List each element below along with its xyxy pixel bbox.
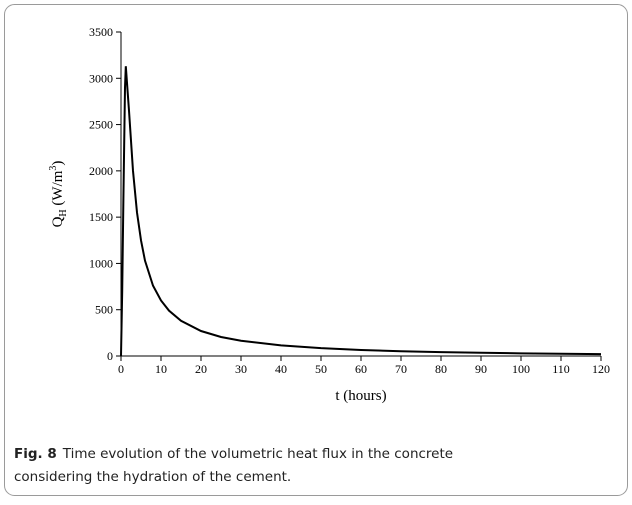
y-tick-label: 1000 <box>89 256 113 270</box>
x-tick-label: 30 <box>235 362 247 376</box>
x-tick-label: 60 <box>355 362 367 376</box>
y-label-part: Q <box>50 216 66 227</box>
x-tick-label: 40 <box>275 362 287 376</box>
y-label-part: ) <box>50 161 66 166</box>
x-tick-label: 110 <box>552 362 570 376</box>
x-axis-label: t (hours) <box>335 388 386 404</box>
x-tick-label: 10 <box>155 362 167 376</box>
y-tick-label: 1500 <box>89 210 113 224</box>
caption-line: considering the hydration of the cement. <box>14 469 291 485</box>
y-axis-label: QH (W/m3) <box>48 161 69 228</box>
x-tick-label: 20 <box>195 362 207 376</box>
y-tick-label: 3500 <box>89 25 113 39</box>
x-tick-label: 0 <box>118 362 124 376</box>
figure-frame <box>4 4 628 496</box>
x-tick-label: 50 <box>315 362 327 376</box>
caption-line: Fig. 8 Time evolution of the volumetric h… <box>14 446 453 462</box>
y-tick-label: 3000 <box>89 71 113 85</box>
x-tick-label: 90 <box>475 362 487 376</box>
y-tick-label: 2500 <box>89 118 113 132</box>
caption-label: Fig. 8 <box>14 446 57 462</box>
x-tick-label: 120 <box>592 362 610 376</box>
x-tick-label: 100 <box>512 362 530 376</box>
y-label-part: (W/m <box>50 170 66 209</box>
x-tick-label: 70 <box>395 362 407 376</box>
y-label-sup: 3 <box>48 166 59 171</box>
y-tick-label: 500 <box>95 303 113 317</box>
x-tick-label: 80 <box>435 362 447 376</box>
y-tick-label: 2000 <box>89 164 113 178</box>
y-tick-label: 0 <box>107 349 113 363</box>
y-label-sub: H <box>58 209 69 216</box>
data-line <box>120 66 602 357</box>
caption-text: Time evolution of the volumetric heat fl… <box>62 446 453 462</box>
